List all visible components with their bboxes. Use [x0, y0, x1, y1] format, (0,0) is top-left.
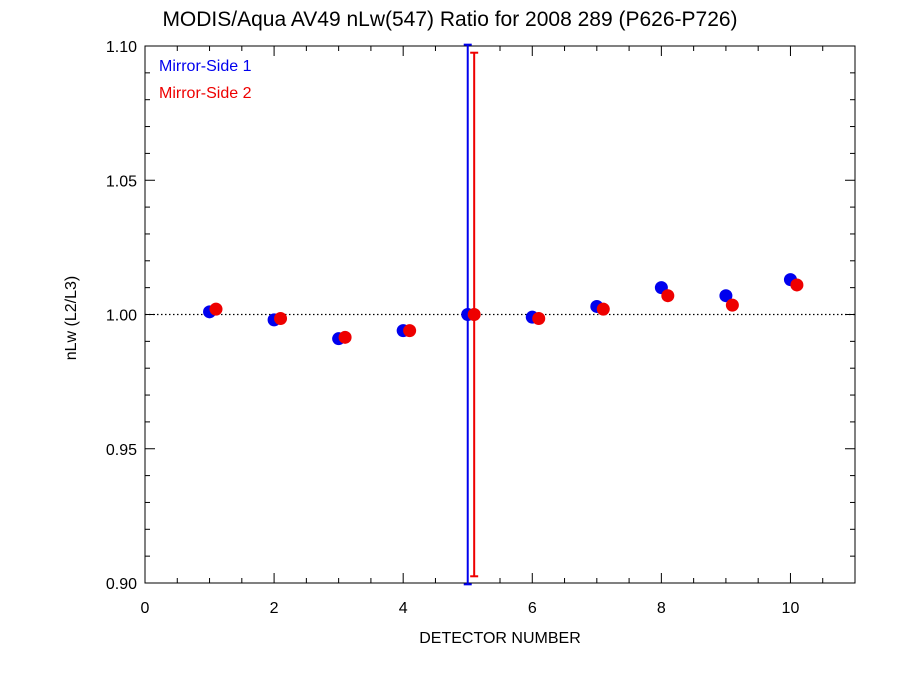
x-tick-label: 6 [528, 600, 537, 617]
data-point-series-2 [725, 298, 739, 312]
x-tick-label: 10 [782, 600, 800, 617]
data-point-series-2 [532, 312, 546, 326]
x-tick-label: 0 [141, 600, 150, 617]
x-tick-label: 2 [270, 600, 279, 617]
y-tick-label: 1.05 [106, 173, 137, 190]
data-point-series-2 [338, 330, 352, 344]
data-point-series-2 [596, 302, 610, 316]
y-tick-label: 0.95 [106, 442, 137, 459]
data-point-series-1 [719, 289, 733, 303]
data-point-series-2 [274, 312, 288, 326]
chart-title: MODIS/Aqua AV49 nLw(547) Ratio for 2008 … [162, 8, 738, 31]
y-tick-label: 1.10 [106, 39, 137, 56]
x-tick-label: 4 [399, 600, 408, 617]
x-tick-label: 8 [657, 600, 666, 617]
plot-frame [144, 45, 856, 584]
data-point-series-2 [209, 302, 223, 316]
legend-entry-mirror-side-2: Mirror-Side 2 [159, 85, 252, 102]
y-tick-label: 1.00 [106, 308, 137, 325]
x-axis-label: DETECTOR NUMBER [419, 630, 581, 647]
legend-entry-mirror-side-1: Mirror-Side 1 [159, 58, 252, 75]
data-point-series-2 [661, 289, 675, 303]
data-point-series-2 [790, 278, 804, 292]
data-point-series-2 [467, 308, 481, 321]
data-point-series-2 [403, 324, 417, 338]
y-tick-label: 0.90 [106, 576, 137, 593]
y-axis-label: nLw (L2/L3) [63, 275, 80, 361]
